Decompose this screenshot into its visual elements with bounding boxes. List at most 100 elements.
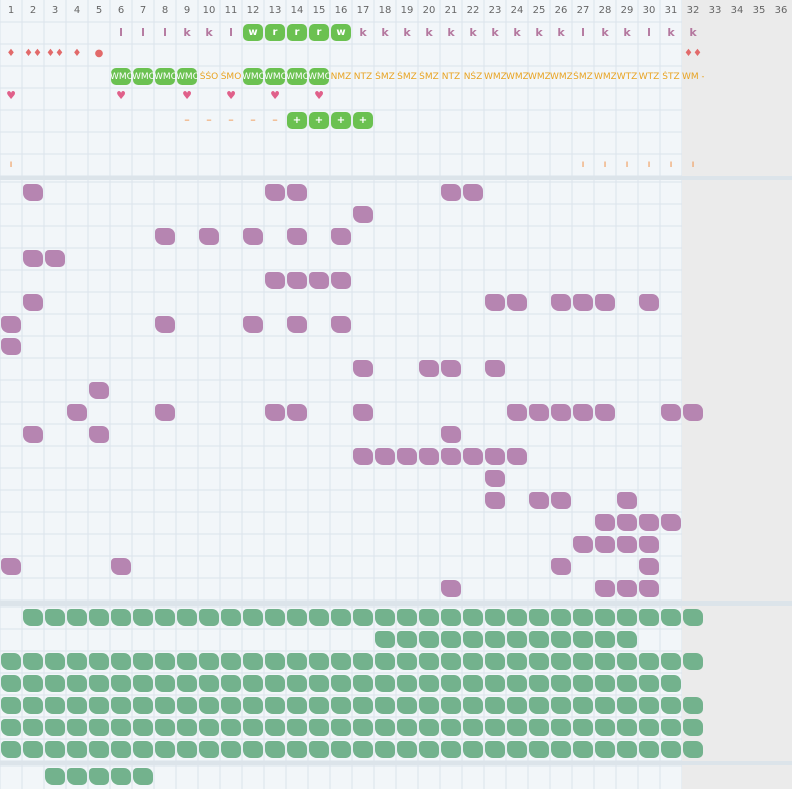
column-header[interactable]: 24 (510, 5, 524, 16)
availability-block[interactable] (265, 697, 285, 714)
shift-letter[interactable]: k (183, 26, 191, 39)
availability-block[interactable] (23, 653, 43, 670)
availability-block[interactable] (331, 675, 351, 692)
availability-block[interactable] (111, 653, 131, 670)
shift-code[interactable]: NŚZ (463, 72, 483, 82)
assignment-block[interactable] (111, 558, 131, 575)
availability-block[interactable] (463, 653, 483, 670)
availability-block[interactable] (331, 719, 351, 736)
availability-block[interactable] (1, 675, 21, 692)
column-header[interactable]: 13 (268, 5, 282, 16)
availability-block[interactable] (507, 675, 527, 692)
availability-block[interactable] (221, 719, 241, 736)
availability-block[interactable] (67, 697, 87, 714)
assignment-block[interactable] (23, 294, 43, 311)
availability-block[interactable] (639, 675, 659, 692)
availability-block[interactable] (375, 631, 395, 648)
assignment-block[interactable] (243, 228, 263, 245)
availability-block[interactable] (419, 741, 439, 758)
assignment-block[interactable] (595, 294, 615, 311)
availability-block[interactable] (243, 653, 263, 670)
availability-block[interactable] (463, 631, 483, 648)
availability-block[interactable] (1, 719, 21, 736)
assignment-block[interactable] (1, 558, 21, 575)
shift-code[interactable]: WMO (264, 72, 286, 82)
column-header[interactable]: 5 (95, 5, 103, 16)
availability-block[interactable] (617, 741, 637, 758)
availability-block[interactable] (155, 675, 175, 692)
assignment-block[interactable] (595, 580, 615, 597)
availability-block[interactable] (133, 653, 153, 670)
availability-block[interactable] (287, 697, 307, 714)
column-header[interactable]: 32 (686, 5, 700, 16)
assignment-block[interactable] (155, 228, 175, 245)
shift-code[interactable]: ŚTZ (662, 72, 680, 82)
shift-code[interactable]: WMZ (506, 72, 528, 82)
assignment-block[interactable] (529, 492, 549, 509)
availability-block[interactable] (639, 609, 659, 626)
shift-letter[interactable]: l (119, 26, 123, 39)
assignment-block[interactable] (529, 404, 549, 421)
availability-block[interactable] (133, 768, 153, 785)
shift-letter[interactable]: k (205, 26, 213, 39)
availability-block[interactable] (617, 631, 637, 648)
availability-block[interactable] (111, 609, 131, 626)
column-header[interactable]: 29 (620, 5, 634, 16)
availability-block[interactable] (639, 653, 659, 670)
shift-letter[interactable]: k (381, 26, 389, 39)
availability-block[interactable] (397, 609, 417, 626)
column-header[interactable]: 35 (752, 5, 766, 16)
availability-block[interactable] (155, 741, 175, 758)
assignment-block[interactable] (243, 316, 263, 333)
shift-letter[interactable]: l (581, 26, 585, 39)
assignment-block[interactable] (265, 184, 285, 201)
availability-block[interactable] (419, 653, 439, 670)
column-header[interactable]: 28 (598, 5, 612, 16)
availability-block[interactable] (45, 768, 65, 785)
assignment-block[interactable] (441, 360, 461, 377)
shift-badge[interactable]: r (265, 24, 285, 41)
assignment-block[interactable] (551, 404, 571, 421)
assignment-block[interactable] (287, 404, 307, 421)
assignment-block[interactable] (155, 316, 175, 333)
availability-block[interactable] (661, 653, 681, 670)
assignment-block[interactable] (617, 514, 637, 531)
assignment-block[interactable] (287, 272, 307, 289)
availability-block[interactable] (265, 719, 285, 736)
availability-block[interactable] (331, 653, 351, 670)
availability-block[interactable] (309, 609, 329, 626)
availability-block[interactable] (375, 609, 395, 626)
shift-code[interactable]: ŚMZ (375, 72, 395, 82)
availability-block[interactable] (331, 697, 351, 714)
column-header[interactable]: 14 (290, 5, 304, 16)
availability-block[interactable] (573, 741, 593, 758)
assignment-block[interactable] (67, 404, 87, 421)
availability-block[interactable] (243, 741, 263, 758)
availability-block[interactable] (353, 741, 373, 758)
column-header[interactable]: 26 (554, 5, 568, 16)
availability-block[interactable] (353, 653, 373, 670)
availability-block[interactable] (45, 609, 65, 626)
availability-block[interactable] (89, 719, 109, 736)
assignment-block[interactable] (441, 448, 461, 465)
availability-block[interactable] (529, 609, 549, 626)
availability-block[interactable] (551, 697, 571, 714)
assignment-block[interactable] (573, 404, 593, 421)
assignment-block[interactable] (595, 536, 615, 553)
availability-block[interactable] (485, 631, 505, 648)
availability-block[interactable] (441, 653, 461, 670)
availability-block[interactable] (287, 719, 307, 736)
availability-block[interactable] (639, 741, 659, 758)
availability-block[interactable] (265, 741, 285, 758)
assignment-block[interactable] (463, 184, 483, 201)
availability-block[interactable] (177, 741, 197, 758)
assignment-block[interactable] (551, 558, 571, 575)
column-header[interactable]: 19 (400, 5, 414, 16)
assignment-block[interactable] (617, 580, 637, 597)
availability-block[interactable] (485, 675, 505, 692)
shift-letter[interactable]: k (491, 26, 499, 39)
availability-block[interactable] (529, 719, 549, 736)
availability-block[interactable] (551, 719, 571, 736)
availability-block[interactable] (617, 675, 637, 692)
assignment-block[interactable] (441, 426, 461, 443)
